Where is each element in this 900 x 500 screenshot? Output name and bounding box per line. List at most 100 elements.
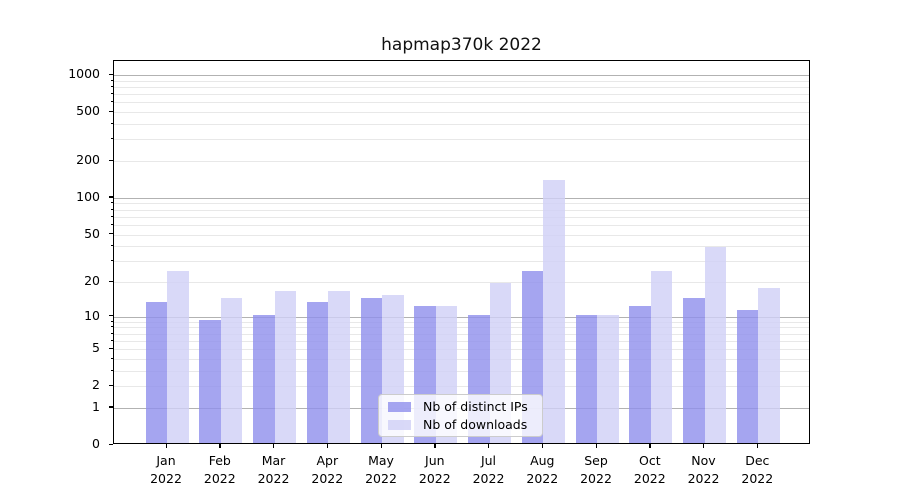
- bar-distinct-ips-apr: [306, 301, 329, 443]
- y-tick-label: 500: [76, 103, 100, 119]
- minor-gridline: [114, 261, 809, 263]
- y-tick-mark: [109, 406, 113, 408]
- bar-downloads-apr: [328, 291, 350, 443]
- x-tick-label-sep: Sep 2022: [580, 453, 612, 486]
- y-minor-tick-mark: [110, 208, 113, 210]
- minor-gridline: [114, 349, 809, 351]
- minor-gridline: [114, 124, 809, 125]
- y-minor-tick-mark: [110, 79, 113, 81]
- legend-label-distinct-ips: Nb of distinct IPs: [423, 399, 528, 414]
- y-tick-mark: [109, 233, 113, 235]
- y-minor-tick-mark: [110, 260, 113, 262]
- bar-distinct-ips-sep: [575, 314, 597, 443]
- minor-gridline: [114, 209, 809, 211]
- plot-area: [113, 60, 810, 444]
- y-minor-tick-mark: [110, 223, 113, 225]
- x-tick-label-may: May 2022: [365, 453, 397, 486]
- minor-gridline: [114, 340, 809, 342]
- x-tick-mark: [541, 444, 544, 448]
- minor-gridline: [114, 80, 809, 82]
- legend-row-downloads: Nb of downloads: [388, 418, 533, 431]
- minor-gridline: [114, 321, 809, 323]
- x-tick-label-apr: Apr 2022: [311, 453, 344, 486]
- minor-gridline: [114, 87, 809, 88]
- bar-downloads-jan: [167, 270, 189, 443]
- chart-title: hapmap370k 2022: [381, 35, 542, 55]
- minor-gridline: [114, 112, 809, 114]
- minor-gridline: [114, 333, 809, 335]
- x-tick-mark: [703, 444, 705, 448]
- bar-distinct-ips-dec: [736, 309, 759, 443]
- x-tick-mark: [595, 444, 597, 448]
- x-tick-label-jul: Jul 2022: [472, 453, 505, 486]
- y-tick-mark: [109, 73, 113, 75]
- x-tick-mark: [380, 444, 382, 448]
- y-minor-tick-mark: [110, 369, 113, 371]
- bar-downloads-sep: [597, 314, 619, 443]
- y-tick-label: 20: [84, 273, 100, 288]
- x-tick-label-feb: Feb 2022: [203, 453, 236, 486]
- minor-gridline: [114, 282, 809, 283]
- bar-distinct-ips-oct: [629, 305, 651, 443]
- y-tick-mark: [109, 315, 113, 317]
- x-tick-mark: [326, 444, 329, 448]
- x-tick-label-jan: Jan 2022: [150, 453, 182, 486]
- y-minor-tick-mark: [110, 339, 113, 341]
- y-tick-mark: [109, 347, 113, 349]
- y-tick-label: 0: [92, 436, 100, 451]
- x-tick-mark: [488, 444, 490, 448]
- minor-gridline: [114, 216, 809, 218]
- minor-gridline: [114, 139, 809, 141]
- bar-downloads-feb: [220, 298, 243, 443]
- y-minor-tick-mark: [110, 123, 113, 124]
- major-gridline: [114, 75, 809, 76]
- y-minor-tick-mark: [110, 326, 113, 328]
- y-minor-tick-mark: [110, 202, 113, 204]
- y-tick-label: 2: [92, 377, 100, 393]
- bar-distinct-ips-mar: [253, 314, 275, 443]
- y-minor-tick-mark: [110, 245, 113, 247]
- x-tick-mark: [756, 444, 759, 448]
- y-minor-tick-mark: [110, 101, 113, 103]
- minor-gridline: [114, 224, 809, 226]
- y-tick-label: 5: [92, 340, 100, 356]
- y-minor-tick-mark: [110, 86, 113, 87]
- major-gridline: [114, 316, 809, 318]
- major-gridline: [114, 197, 809, 199]
- minor-gridline: [114, 94, 809, 96]
- x-tick-mark: [219, 444, 221, 448]
- legend-row-distinct-ips: Nb of distinct IPs: [388, 400, 533, 413]
- bar-downloads-oct: [650, 270, 673, 443]
- x-tick-label-aug: Aug 2022: [526, 453, 559, 486]
- x-tick-mark: [649, 444, 651, 448]
- y-minor-tick-mark: [110, 332, 113, 334]
- bar-downloads-aug: [543, 179, 565, 443]
- minor-gridline: [114, 358, 809, 360]
- y-tick-mark: [109, 280, 113, 282]
- x-tick-label-jun: Jun 2022: [418, 453, 451, 486]
- minor-gridline: [114, 102, 809, 104]
- x-tick-mark: [165, 444, 167, 448]
- y-tick-label: 1000: [68, 66, 100, 81]
- x-tick-label-dec: Dec 2022: [741, 453, 774, 486]
- y-tick-mark: [109, 110, 113, 112]
- y-minor-tick-mark: [110, 93, 113, 95]
- y-tick-label: 200: [76, 152, 100, 167]
- y-minor-tick-mark: [110, 357, 113, 359]
- y-tick-mark: [109, 443, 113, 445]
- minor-gridline: [114, 234, 809, 236]
- y-tick-label: 1: [92, 398, 100, 414]
- y-tick-label: 10: [84, 307, 100, 323]
- minor-gridline: [114, 327, 809, 329]
- bar-distinct-ips-feb: [199, 319, 221, 443]
- x-tick-label-mar: Mar 2022: [257, 453, 290, 486]
- minor-gridline: [114, 386, 809, 388]
- x-tick-label-oct: Oct 2022: [633, 453, 666, 486]
- bar-distinct-ips-nov: [683, 298, 705, 443]
- y-tick-mark: [109, 384, 113, 387]
- y-tick-label: 100: [76, 188, 100, 204]
- x-tick-label-nov: Nov 2022: [687, 453, 720, 486]
- y-minor-tick-mark: [110, 138, 113, 140]
- minor-gridline: [114, 203, 809, 205]
